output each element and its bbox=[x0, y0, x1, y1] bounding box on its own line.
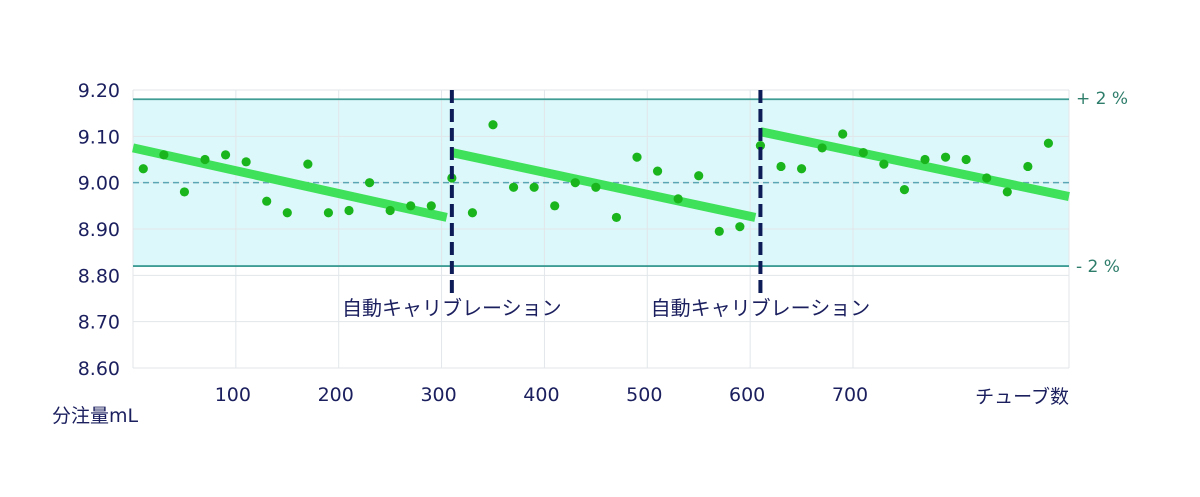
y-tick-label: 8.70 bbox=[78, 312, 120, 334]
y-tick-label: 8.60 bbox=[78, 358, 120, 380]
x-tick-label: 700 bbox=[832, 384, 868, 406]
data-point bbox=[488, 120, 498, 130]
data-point bbox=[200, 154, 210, 165]
lower-tolerance-label: - 2 % bbox=[1076, 257, 1120, 277]
data-point bbox=[879, 159, 889, 169]
data-point bbox=[755, 141, 766, 151]
trend-segment bbox=[132, 143, 448, 222]
data-point bbox=[508, 182, 519, 192]
data-point bbox=[138, 164, 148, 174]
data-point bbox=[632, 152, 642, 162]
data-point bbox=[262, 196, 272, 206]
y-axis-title: 分注量mL bbox=[52, 405, 139, 427]
data-point bbox=[940, 152, 951, 162]
x-tick-label: 500 bbox=[626, 384, 662, 406]
data-point bbox=[858, 147, 868, 158]
y-tick-label: 9.20 bbox=[78, 80, 120, 102]
data-point bbox=[920, 154, 930, 165]
data-point bbox=[838, 129, 848, 139]
calibration-markers: 自動キャリブレーション 自動キャリブレーション bbox=[342, 90, 870, 320]
trend-segment bbox=[759, 127, 1070, 201]
trend-segment bbox=[450, 148, 757, 222]
data-point bbox=[817, 143, 827, 153]
data-point bbox=[591, 182, 601, 192]
data-point bbox=[282, 208, 292, 218]
calibration-label: 自動キャリブレーション bbox=[651, 296, 871, 320]
y-tick-label: 9.00 bbox=[78, 173, 120, 195]
x-tick-label: 200 bbox=[318, 384, 354, 406]
data-point bbox=[364, 178, 375, 188]
data-point bbox=[220, 150, 231, 160]
x-tick-label: 100 bbox=[215, 384, 251, 406]
data-point bbox=[406, 201, 416, 211]
data-point bbox=[323, 208, 334, 218]
data-point bbox=[694, 171, 704, 181]
data-point bbox=[550, 201, 560, 211]
data-point bbox=[714, 226, 724, 236]
data-point bbox=[961, 154, 971, 165]
data-point bbox=[179, 187, 190, 197]
data-point bbox=[899, 185, 910, 195]
data-point bbox=[529, 182, 539, 192]
data-point bbox=[776, 161, 786, 172]
data-point bbox=[1043, 138, 1054, 148]
x-tick-label: 400 bbox=[523, 384, 559, 406]
x-axis-ticks: 100 200 300 400 500 600 700 bbox=[215, 384, 868, 406]
y-tick-label: 8.90 bbox=[78, 219, 120, 241]
data-point bbox=[611, 212, 622, 223]
data-point bbox=[344, 205, 354, 216]
data-point bbox=[385, 205, 395, 216]
data-point bbox=[1002, 187, 1012, 197]
data-point bbox=[982, 173, 992, 183]
data-point bbox=[426, 201, 436, 211]
x-tick-label: 300 bbox=[420, 384, 456, 406]
data-point bbox=[652, 166, 663, 176]
x-tick-label: 600 bbox=[729, 384, 765, 406]
data-point bbox=[796, 164, 807, 174]
data-point bbox=[159, 150, 169, 160]
data-point bbox=[735, 222, 745, 232]
data-point bbox=[1023, 161, 1033, 172]
data-point bbox=[303, 159, 313, 169]
data-point bbox=[673, 194, 683, 204]
data-points bbox=[138, 120, 1054, 236]
data-point bbox=[570, 178, 580, 188]
y-tick-label: 9.10 bbox=[78, 126, 120, 148]
calibration-label: 自動キャリブレーション bbox=[342, 296, 562, 320]
data-point bbox=[241, 157, 251, 167]
trend-lines bbox=[132, 127, 1070, 222]
y-axis-ticks: 9.20 9.10 9.00 8.90 8.80 8.70 8.60 bbox=[78, 80, 120, 380]
upper-tolerance-label: + 2 % bbox=[1076, 89, 1128, 109]
x-axis-title: チューブ数 bbox=[975, 385, 1069, 408]
y-tick-label: 8.80 bbox=[78, 265, 120, 287]
data-point bbox=[467, 208, 478, 218]
